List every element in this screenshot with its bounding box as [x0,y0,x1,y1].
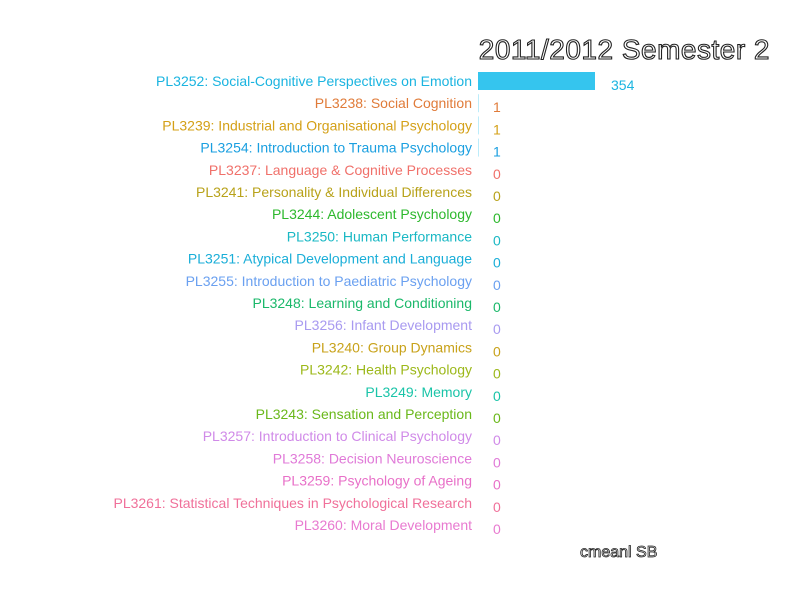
value-label: 0 [493,299,501,315]
category-label: PL3240: Group Dynamics [312,339,472,355]
category-label: PL3242: Health Psychology [300,362,472,378]
category-label: PL3259: Psychology of Ageing [282,473,472,489]
category-label: PL3243: Sensation and Perception [256,406,472,422]
category-label: PL3237: Language & Cognitive Processes [209,162,472,178]
value-label: 0 [493,521,501,537]
value-label: 0 [493,366,501,382]
category-label: PL3249: Memory [365,384,472,400]
value-label: 0 [493,499,501,515]
category-label: PL3238: Social Cognition [315,95,472,111]
category-label: PL3255: Introduction to Paediatric Psych… [186,273,472,289]
category-label: PL3256: Infant Development [295,317,473,333]
value-label: 0 [493,343,501,359]
value-label: 0 [493,477,501,493]
value-label: 0 [493,188,501,204]
chart-title: 2011/2012 Semester 2 [478,33,770,65]
category-label: PL3258: Decision Neuroscience [273,450,472,466]
category-label: PL3252: Social-Cognitive Perspectives on… [156,73,472,89]
value-label: 0 [493,166,501,182]
value-label: 0 [493,410,501,426]
category-label: PL3241: Personality & Individual Differe… [196,184,472,200]
chart-footer-label: cmeanl SB [580,544,658,562]
value-label: 0 [493,454,501,470]
value-label: 354 [611,77,635,93]
bar [478,72,595,90]
value-label: 1 [493,99,501,115]
category-label: PL3261: Statistical Techniques in Psycho… [113,495,472,511]
category-label: PL3250: Human Performance [287,228,472,244]
value-label: 0 [493,210,501,226]
value-label: 0 [493,321,501,337]
category-label: PL3254: Introduction to Trauma Psycholog… [200,140,472,156]
category-label: PL3244: Adolescent Psychology [272,206,472,222]
category-label: PL3251: Atypical Development and Languag… [188,251,472,267]
category-label: PL3260: Moral Development [295,517,473,533]
value-label: 0 [493,255,501,271]
value-label: 1 [493,144,501,160]
value-label: 1 [493,121,501,137]
value-label: 0 [493,277,501,293]
value-label: 0 [493,232,501,248]
category-label: PL3239: Industrial and Organisational Ps… [162,117,472,133]
category-label: PL3248: Learning and Conditioning [252,295,472,311]
value-label: 0 [493,388,501,404]
value-label: 0 [493,432,501,448]
category-label: PL3257: Introduction to Clinical Psychol… [203,428,472,444]
